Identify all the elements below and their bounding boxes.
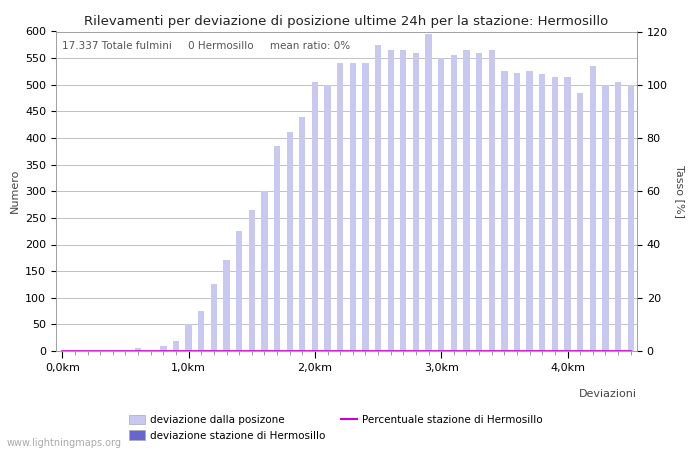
Bar: [198, 311, 204, 351]
Bar: [615, 82, 621, 351]
Bar: [375, 45, 382, 351]
Bar: [627, 85, 634, 351]
Bar: [552, 77, 558, 351]
Bar: [476, 53, 482, 351]
Bar: [426, 34, 432, 351]
Bar: [602, 85, 608, 351]
Bar: [350, 63, 356, 351]
Bar: [400, 50, 407, 351]
Bar: [286, 131, 293, 351]
Bar: [324, 85, 330, 351]
Bar: [135, 348, 141, 351]
Bar: [312, 82, 318, 351]
Text: 17.337 Totale fulmini     0 Hermosillo     mean ratio: 0%: 17.337 Totale fulmini 0 Hermosillo mean …: [62, 41, 350, 51]
Y-axis label: Numero: Numero: [10, 169, 20, 213]
Bar: [173, 342, 179, 351]
Y-axis label: Tasso [%]: Tasso [%]: [675, 165, 685, 218]
Bar: [539, 74, 545, 351]
Bar: [564, 77, 570, 351]
Legend: deviazione dalla posizone, deviazione stazione di Hermosillo, Percentuale stazio: deviazione dalla posizone, deviazione st…: [125, 411, 547, 445]
Bar: [363, 63, 369, 351]
Bar: [438, 58, 444, 351]
Bar: [223, 261, 230, 351]
Bar: [489, 50, 495, 351]
Text: Deviazioni: Deviazioni: [579, 389, 637, 399]
Bar: [413, 53, 419, 351]
Bar: [577, 93, 583, 351]
Bar: [186, 324, 192, 351]
Title: Rilevamenti per deviazione di posizione ultime 24h per la stazione: Hermosillo: Rilevamenti per deviazione di posizione …: [85, 14, 608, 27]
Bar: [451, 55, 457, 351]
Bar: [589, 66, 596, 351]
Bar: [388, 50, 394, 351]
Bar: [526, 72, 533, 351]
Bar: [463, 50, 470, 351]
Bar: [248, 210, 255, 351]
Bar: [236, 231, 242, 351]
Bar: [337, 63, 343, 351]
Bar: [514, 72, 520, 351]
Bar: [274, 146, 280, 351]
Bar: [261, 191, 267, 351]
Text: www.lightningmaps.org: www.lightningmaps.org: [7, 438, 122, 448]
Bar: [299, 117, 305, 351]
Bar: [211, 284, 217, 351]
Bar: [160, 346, 167, 351]
Bar: [501, 72, 508, 351]
